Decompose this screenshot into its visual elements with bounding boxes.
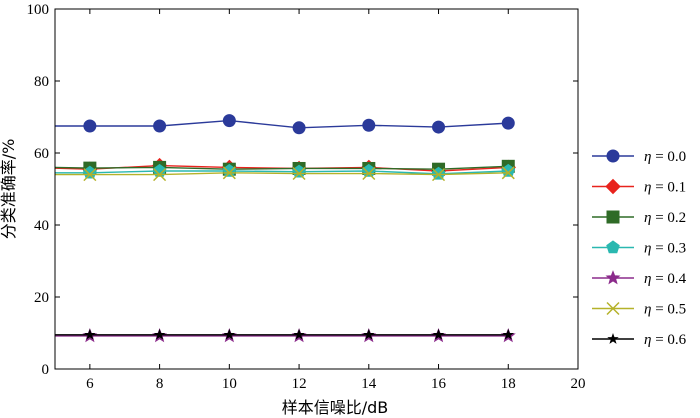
data-point (432, 120, 446, 134)
series-line (55, 170, 509, 175)
legend-entry-5: η = 0.5 (592, 302, 686, 318)
legend-label: η = 0.1 (644, 180, 686, 196)
legend-marker (607, 332, 619, 344)
data-point (501, 166, 515, 180)
plot-area (55, 114, 516, 343)
legend-entry-1: η = 0.1 (592, 178, 686, 196)
data-point (223, 328, 236, 340)
x-tick-label: 12 (292, 376, 307, 392)
data-point (83, 119, 97, 133)
legend-label: η = 0.3 (644, 241, 686, 257)
x-marker-stroke (83, 168, 97, 182)
data-point (293, 328, 305, 340)
series-3 (55, 163, 516, 180)
x-tick-label: 14 (361, 376, 377, 392)
legend-marker (606, 149, 620, 163)
series-line (55, 165, 509, 170)
data-point (84, 328, 96, 340)
plot-frame (54, 8, 579, 370)
series-line (55, 119, 509, 129)
data-point (502, 328, 514, 340)
y-axis-title: 分类准确率/% (0, 139, 18, 240)
data-point (83, 168, 97, 182)
legend-marker (606, 240, 620, 254)
x-marker-stroke (432, 168, 446, 182)
x-tick-label: 6 (86, 376, 94, 392)
x-marker-stroke (606, 301, 620, 316)
legend-label: η = 0.6 (644, 332, 687, 348)
legend: η = 0.0 η = 0.1 η = 0.2 η = 0.3 η = 0.4 η = 0… (592, 149, 687, 348)
axes: 6 8 10 12 14 16 18 20 0 20 40 60 80 100 (27, 2, 586, 392)
x-tick-label: 8 (156, 376, 164, 392)
legend-label: η = 0.2 (644, 210, 686, 226)
x-marker-stroke (222, 166, 236, 180)
y-tick-label: 40 (34, 218, 49, 234)
y-tick-label: 0 (42, 362, 50, 378)
legend-entry-2: η = 0.2 (592, 210, 686, 226)
x-marker-stroke (292, 166, 306, 181)
y-tick-label: 100 (27, 2, 50, 18)
x-marker-stroke (501, 166, 515, 180)
data-point (153, 168, 167, 182)
series-0 (55, 114, 515, 135)
data-point (292, 166, 306, 181)
x-marker-stroke (153, 168, 167, 182)
series-6 (55, 328, 514, 340)
x-marker-stroke (362, 166, 376, 181)
x-axis-title: 样本信噪比/dB (282, 398, 389, 417)
series-line (55, 172, 509, 176)
legend-entry-4: η = 0.4 (592, 270, 687, 287)
legend-marker (605, 270, 621, 285)
data-point (222, 166, 236, 180)
legend-label: η = 0.4 (644, 271, 687, 287)
y-tick-label: 20 (34, 290, 49, 306)
legend-entry-3: η = 0.3 (592, 240, 686, 257)
data-point (432, 168, 446, 182)
x-tick-label: 18 (501, 376, 516, 392)
data-point (153, 328, 166, 340)
y-tick-label: 80 (34, 74, 49, 90)
x-tick-label: 10 (222, 376, 237, 392)
x-tick-label: 16 (431, 376, 447, 392)
legend-entry-6: η = 0.6 (592, 332, 687, 348)
data-point (222, 114, 236, 128)
data-point (363, 328, 375, 340)
data-point (153, 119, 167, 133)
legend-marker (606, 210, 620, 224)
data-point (362, 166, 376, 181)
legend-entry-0: η = 0.0 (592, 149, 686, 165)
y-tick-label: 60 (34, 146, 49, 162)
data-point (432, 328, 445, 340)
legend-label: η = 0.5 (644, 302, 686, 318)
legend-marker (605, 178, 621, 195)
data-point (431, 166, 446, 180)
legend-label: η = 0.0 (644, 149, 686, 165)
data-point (501, 116, 515, 130)
data-point (292, 121, 306, 135)
legend-marker (606, 301, 620, 316)
series-5 (55, 166, 515, 182)
x-tick-label: 20 (571, 376, 586, 392)
data-point (152, 163, 167, 177)
data-point (362, 118, 376, 132)
